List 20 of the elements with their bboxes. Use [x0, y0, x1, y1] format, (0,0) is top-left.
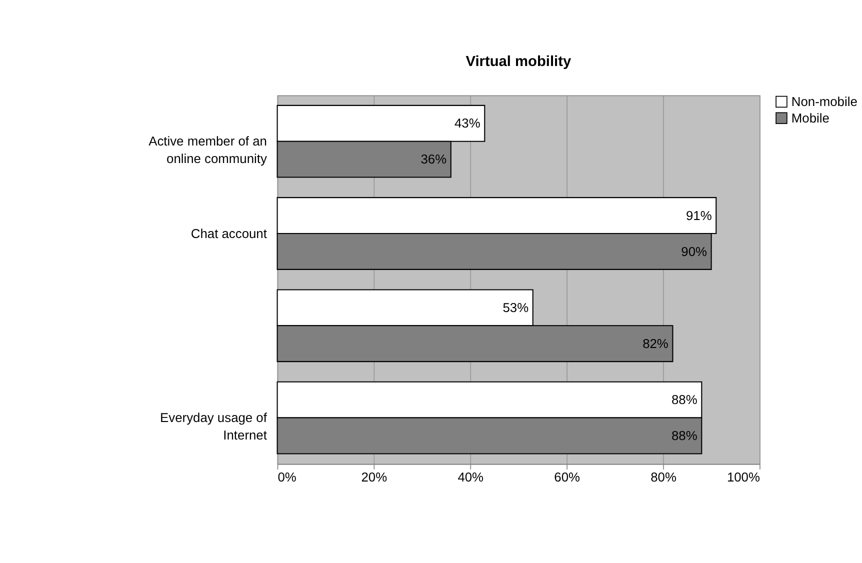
data-label: 82% — [642, 336, 669, 351]
x-tick-label: 40% — [458, 470, 484, 485]
x-tick-label: 0% — [278, 470, 297, 485]
x-tick-label: 20% — [361, 470, 388, 485]
data-label: 91% — [686, 208, 712, 223]
chart-title: Virtual mobility — [466, 54, 572, 70]
data-label: 36% — [420, 152, 448, 167]
data-label: 88% — [672, 392, 698, 408]
legend-label: Non-mobile — [791, 94, 858, 110]
x-tick-label: 100% — [726, 470, 760, 485]
data-label: 53% — [502, 300, 530, 315]
y-tick-label: Active member of an online community — [148, 134, 268, 166]
y-tick-label: Everyday usage of Internet — [160, 410, 268, 442]
x-tick-label: 80% — [650, 470, 677, 485]
data-label: 88% — [672, 428, 698, 444]
data-label: 43% — [454, 116, 481, 131]
data-label: 90% — [681, 244, 708, 259]
y-tick-label: Chat account — [190, 226, 268, 241]
legend-label: Mobile — [791, 110, 830, 126]
x-tick-label: 60% — [554, 470, 580, 485]
